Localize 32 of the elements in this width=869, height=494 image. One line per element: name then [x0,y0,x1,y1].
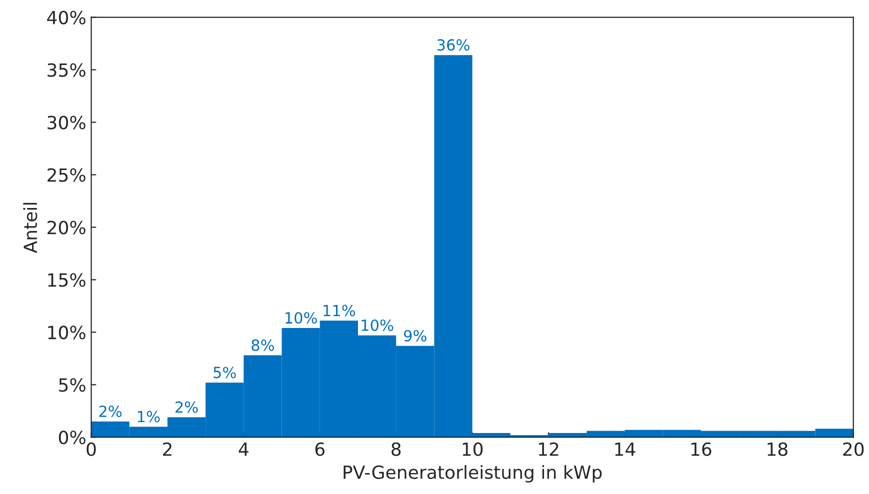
data-label: 36% [437,39,470,51]
y-tick-label: 25% [48,168,86,182]
x-tick-label: 6 [315,442,324,456]
data-label: 8% [252,339,274,351]
data-label: 10% [362,319,394,332]
y-tick-label: 40% [47,10,86,24]
y-tick-label: 5% [59,378,86,392]
data-label: 9% [404,330,426,342]
x-tick-label: 20 [843,442,864,456]
x-tick-label: 14 [615,442,636,456]
x-tick-label: 12 [539,442,558,456]
data-label: 11% [324,304,356,316]
x-tick-label: 0 [86,442,96,456]
y-axis-title: Anteil [23,202,38,254]
data-label: 5% [214,366,236,378]
y-tick-label: 0% [58,430,86,444]
y-tick-label: 20% [48,220,86,234]
x-tick-label: 4 [238,442,248,456]
y-tick-label: 35% [48,63,86,77]
y-tick-label: 15% [48,273,86,287]
x-tick-label: 10 [462,442,483,456]
x-tick-label: 2 [163,442,172,456]
x-axis-title: PV-Generatorleistung in kWp [344,465,602,483]
y-tick-label: 30% [48,116,86,130]
x-tick-label: 8 [392,442,401,456]
data-label: 2% [99,406,122,418]
x-tick-label: 16 [691,442,712,456]
data-label: 10% [286,312,317,324]
data-label: 1% [138,410,160,422]
x-tick-label: 18 [768,442,788,456]
y-tick-label: 10% [48,326,86,340]
data-label: 2% [176,401,198,413]
